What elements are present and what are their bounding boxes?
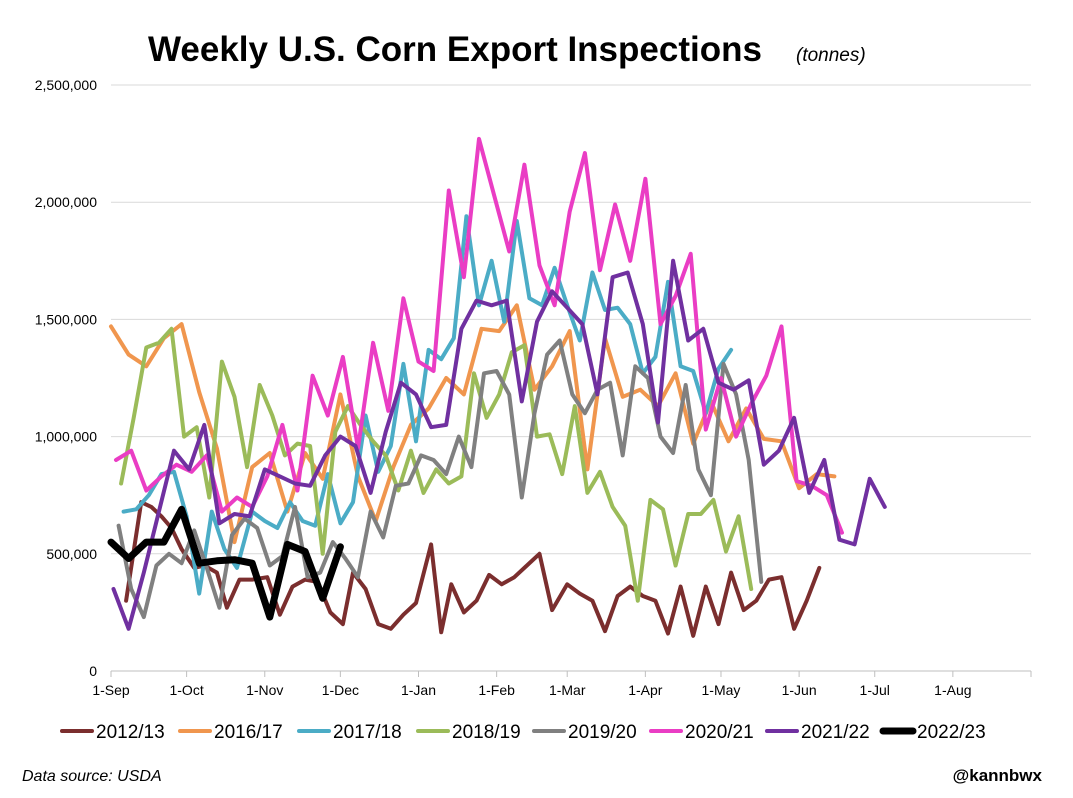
y-tick-label: 0	[89, 663, 97, 679]
y-tick-label: 2,000,000	[35, 194, 97, 210]
series-line-2018-19	[119, 326, 754, 603]
series-lines	[107, 136, 887, 638]
legend-label-2018-19: 2018/19	[452, 722, 521, 743]
legend-label-2012-13: 2012/13	[96, 722, 165, 743]
x-tick-label: 1-Apr	[628, 682, 663, 698]
chart-title: Weekly U.S. Corn Export Inspections	[148, 30, 762, 69]
x-tick-label: 1-Dec	[322, 682, 359, 698]
author-handle: @kannbwx	[953, 766, 1043, 785]
x-tick-label: 1-Nov	[246, 682, 283, 698]
x-tick-label: 1-Oct	[169, 682, 203, 698]
legend-label-2022-23: 2022/23	[917, 722, 986, 743]
x-tick-label: 1-May	[702, 682, 741, 698]
series-line-2022-23	[107, 505, 344, 621]
y-tick-label: 1,500,000	[35, 311, 97, 327]
legend-label-2021-22: 2021/22	[801, 722, 870, 743]
legend: 2012/13 2016/17 2017/18 2018/19 2019/20 2020/…	[60, 722, 986, 743]
x-tick-label: 1-Feb	[478, 682, 515, 698]
legend-label-2017-18: 2017/18	[333, 722, 402, 743]
series-line-2020-21	[114, 136, 844, 535]
x-tick-label: 1-Sep	[92, 682, 130, 698]
y-tick-label: 500,000	[46, 546, 97, 562]
legend-label-2016-17: 2016/17	[214, 722, 283, 743]
legend-label-2020-21: 2020/21	[685, 722, 754, 743]
axes: 0 500,000 1,000,000 1,500,000 2,000,000 2,500…	[35, 77, 1032, 698]
series-line-2017-18	[121, 214, 734, 596]
x-tick-label: 1-Mar	[549, 682, 586, 698]
y-tick-label: 2,500,000	[35, 77, 97, 93]
data-source-note: Data source: USDA	[22, 768, 162, 785]
legend-label-2019-20: 2019/20	[568, 722, 637, 743]
x-tick-label: 1-Jul	[860, 682, 890, 698]
y-tick-label: 1,000,000	[35, 429, 97, 445]
x-tick-label: 1-Jan	[401, 682, 436, 698]
series-line-2021-22	[111, 258, 887, 631]
x-tick-label: 1-Jun	[782, 682, 817, 698]
chart-unit-label: (tonnes)	[796, 45, 866, 66]
x-tick-label: 1-Aug	[934, 682, 971, 698]
series-line-2012-13	[124, 500, 822, 638]
